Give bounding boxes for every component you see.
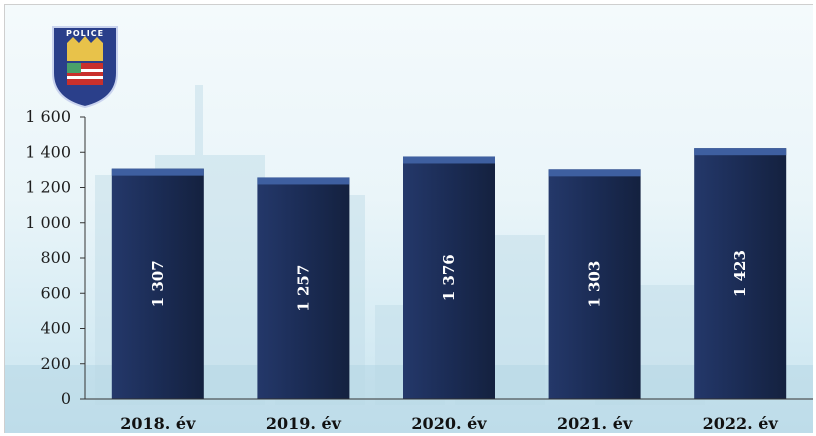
y-tick-label: 800 xyxy=(40,248,71,267)
bar xyxy=(548,169,641,399)
y-tick-label: 1 200 xyxy=(25,178,71,197)
bar-top-cap xyxy=(111,168,204,176)
y-tick-label: 200 xyxy=(40,354,71,373)
police-badge-icon: POLICE xyxy=(49,21,121,109)
chart-frame: POLICE 0 200 400 600 800 1 000 1 200 1 400 1 600… xyxy=(4,4,813,433)
y-tick-label: 1 000 xyxy=(25,213,71,232)
badge-text: POLICE xyxy=(66,29,104,38)
bar xyxy=(694,148,787,399)
y-tick-label: 1 400 xyxy=(25,142,71,161)
y-tick-label: 600 xyxy=(40,283,71,302)
x-category-label: 2020. év xyxy=(411,414,487,433)
bar-top-cap xyxy=(694,148,787,156)
bar xyxy=(257,177,350,399)
bar xyxy=(111,168,204,399)
bars: 1 307 1 257 1 376 1 303 1 423 xyxy=(111,148,787,399)
x-category-label: 2018. év xyxy=(120,414,196,433)
bar-top-cap xyxy=(403,156,495,164)
y-tick-label: 1 600 xyxy=(25,107,71,126)
bar-value-label: 1 257 xyxy=(294,265,312,312)
x-category-label: 2019. év xyxy=(266,414,342,433)
y-tick-label: 0 xyxy=(61,389,71,408)
x-axis: 2018. év 2019. év 2020. év 2021. év 2022. év xyxy=(85,398,813,433)
x-category-label: 2021. év xyxy=(557,414,633,433)
bar-top-cap xyxy=(548,169,641,177)
bar-value-label: 1 307 xyxy=(149,260,167,307)
y-tick-label: 400 xyxy=(40,319,71,338)
x-category-label: 2022. év xyxy=(703,414,779,433)
bar-value-label: 1 423 xyxy=(731,250,749,297)
bar-top-cap xyxy=(257,177,350,185)
bar xyxy=(403,156,495,399)
bar-value-label: 1 303 xyxy=(586,261,604,308)
y-axis: 0 200 400 600 800 1 000 1 200 1 400 1 600 xyxy=(25,107,86,408)
bar-value-label: 1 376 xyxy=(440,254,458,301)
